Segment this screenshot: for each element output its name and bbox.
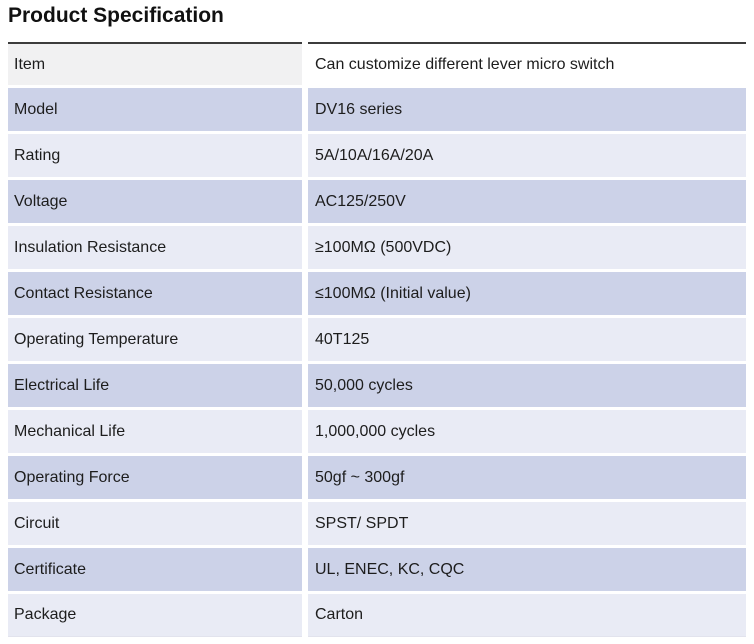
spec-row-label: Certificate: [14, 560, 87, 578]
spec-row-label: Contact Resistance: [14, 284, 153, 302]
spec-row-value: Can customize different lever micro swit…: [315, 55, 615, 73]
spec-row-value-cell: UL, ENEC, KC, CQC: [308, 548, 746, 591]
spec-row-value: 40T125: [315, 330, 370, 348]
spec-row-label-cell: Electrical Life: [8, 364, 302, 407]
spec-row-label-cell: Voltage: [8, 180, 302, 223]
spec-row-label-cell: Operating Temperature: [8, 318, 302, 361]
spec-row-label: Circuit: [14, 514, 60, 532]
spec-row-label: Electrical Life: [14, 376, 110, 394]
spec-row-label: Item: [14, 55, 46, 73]
spec-row-value-cell: Can customize different lever micro swit…: [308, 42, 746, 85]
spec-row-value-cell: 50,000 cycles: [308, 364, 746, 407]
spec-row-label-cell: Mechanical Life: [8, 410, 302, 453]
spec-row-label-cell: Package: [8, 594, 302, 637]
spec-row-value-cell: ≥100MΩ (500VDC): [308, 226, 746, 269]
spec-row-value: 50,000 cycles: [315, 376, 413, 394]
spec-row-label-cell: Circuit: [8, 502, 302, 545]
spec-row-value: AC125/250V: [315, 192, 406, 210]
spec-row-value-cell: SPST/ SPDT: [308, 502, 746, 545]
spec-row-label-cell: Insulation Resistance: [8, 226, 302, 269]
spec-row-label-cell: Contact Resistance: [8, 272, 302, 315]
spec-row-value-cell: 1,000,000 cycles: [308, 410, 746, 453]
spec-row-label: Operating Temperature: [14, 330, 179, 348]
spec-row-label-cell: Rating: [8, 134, 302, 177]
spec-row-value: ≤100MΩ (Initial value): [315, 284, 471, 302]
spec-row-value: 5A/10A/16A/20A: [315, 146, 434, 164]
spec-row-value: 1,000,000 cycles: [315, 422, 436, 440]
spec-row-label: Voltage: [14, 192, 68, 210]
spec-row-label: Rating: [14, 146, 61, 164]
spec-row-label-cell: Certificate: [8, 548, 302, 591]
spec-row-value: ≥100MΩ (500VDC): [315, 238, 452, 256]
spec-row-label-cell: Model: [8, 88, 302, 131]
spec-row-label: Insulation Resistance: [14, 238, 167, 256]
spec-row-value: 50gf ~ 300gf: [315, 468, 405, 486]
spec-row-label: Mechanical Life: [14, 422, 126, 440]
spec-row-value: SPST/ SPDT: [315, 514, 409, 532]
spec-row-value-cell: Carton: [308, 594, 746, 637]
spec-row-value-cell: DV16 series: [308, 88, 746, 131]
spec-row-value-cell: 5A/10A/16A/20A: [308, 134, 746, 177]
spec-row-value-cell: ≤100MΩ (Initial value): [308, 272, 746, 315]
spec-row-value-cell: 50gf ~ 300gf: [308, 456, 746, 499]
spec-row-label-cell: Item: [8, 42, 302, 85]
spec-row-value: UL, ENEC, KC, CQC: [315, 560, 465, 578]
spec-row-value-cell: 40T125: [308, 318, 746, 361]
spec-row-label: Model: [14, 100, 58, 118]
spec-row-value-cell: AC125/250V: [308, 180, 746, 223]
spec-row-label-cell: Operating Force: [8, 456, 302, 499]
spec-row-value: Carton: [315, 606, 364, 623]
page-title: Product Specification: [8, 4, 224, 27]
product-specification-table: Item Can customize different lever micro…: [8, 42, 746, 637]
spec-row-label: Operating Force: [14, 468, 130, 486]
spec-row-value: DV16 series: [315, 100, 403, 118]
spec-row-label: Package: [14, 606, 77, 623]
